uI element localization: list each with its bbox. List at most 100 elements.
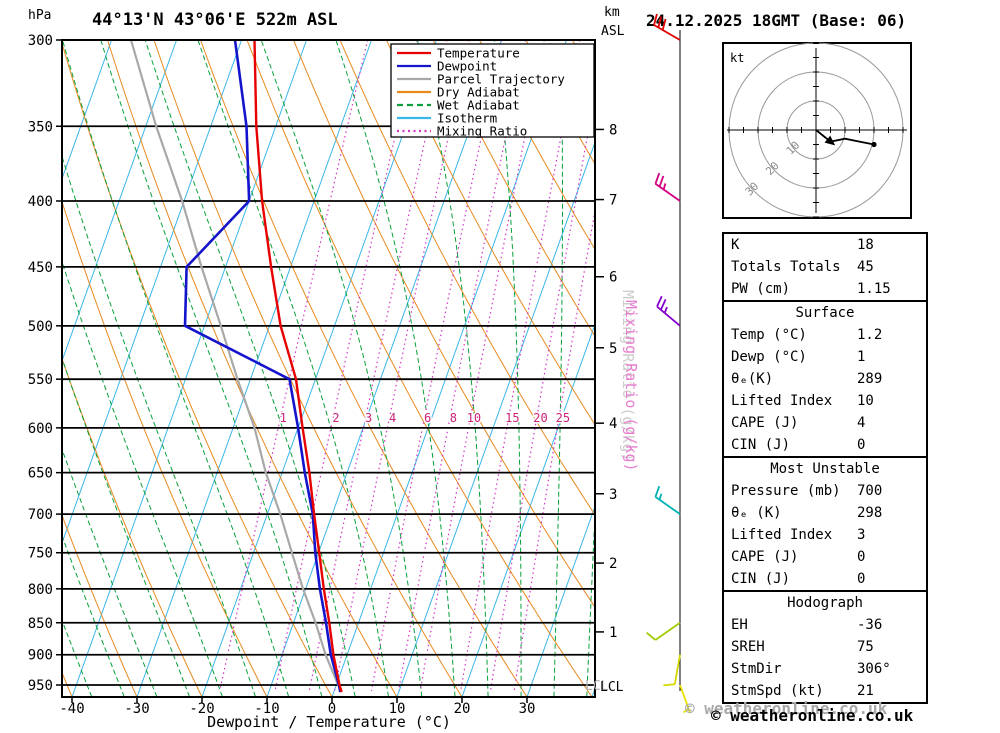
hodograph-trace [815,129,875,146]
stat-value: 21 [857,683,874,699]
legend-label: Isotherm [437,111,497,126]
dry-adiabat-line [712,40,720,697]
temperature-line [253,40,343,693]
stat-label: StmDir [731,661,782,677]
stat-value: 0 [857,549,866,565]
stat-label: Dewp (°C) [731,349,807,365]
pressure-tick-label: 700 [28,507,53,523]
dewpoint-line [183,40,342,693]
dry-adiabat-line [0,40,7,697]
stat-row: Dewp (°C) 1 [724,346,926,368]
plot-frame [61,39,596,698]
stat-row: K 18 [724,234,926,256]
temperature-tick-label: -20 [189,701,214,717]
stat-row: Totals Totals 45 [724,256,926,278]
wet-adiabat-line [260,40,423,697]
wind-barb [654,172,681,202]
dry-adiabat-line [479,40,595,251]
temperature-tick-label: -10 [254,701,279,717]
hodograph-arrowhead [824,135,836,146]
stat-row: CIN (J) 0 [724,434,926,456]
mixing-ratio-line [397,40,526,692]
stat-label: CIN (J) [731,571,791,587]
km-unit-label: km [604,5,620,20]
stat-label: CIN (J) [731,437,791,453]
skewt-chart: 1 2 3 4 6 8 10 15 20 2530035040045050055060065070… [0,13,720,717]
mixing-ratio-value-label: 6 [424,411,431,425]
stat-row: EH -36 [724,614,926,636]
wet-adiabat-line [62,154,256,697]
km-tick-label: 2 [609,556,617,572]
stats-section-indices: K 18 Totals Totals 45 PW (cm) 1.15 [722,232,928,302]
mixing-ratio-value-label: 4 [389,411,396,425]
legend-label: Parcel Trajectory [437,72,565,87]
legend-label: Temperature [437,46,520,61]
stat-value: 3 [857,527,866,543]
dry-adiabat-line [665,40,720,697]
stat-label: Pressure (mb) [731,483,841,499]
temperature-tick-label: -40 [59,701,84,717]
mixing-ratio-line [370,40,503,692]
mixing-ratio-value-label: 2 [332,411,339,425]
km-tick-label: 3 [609,487,617,503]
pressure-tick-label: 600 [28,421,53,437]
km-tick-label: 7 [609,193,617,209]
legend-label: Dewpoint [437,59,497,74]
km-tick-label: 6 [609,270,617,286]
isotherm-line [396,140,595,697]
mixing-ratio-axis-label: Mixing Ratio (g/kg) [622,300,640,472]
wet-adiabat-line [144,40,356,697]
wind-barb [654,485,681,515]
pressure-tick-label: 950 [28,678,53,694]
wet-adiabat-line [0,40,59,697]
stat-value: 45 [857,259,874,275]
stat-row: StmSpd (kt) 21 [724,680,926,702]
isotherm-line [136,40,373,697]
pressure-tick-label: 400 [28,194,53,210]
stat-label: CAPE (J) [731,549,799,565]
pressure-tick-label: 900 [28,648,53,664]
stat-row: Lifted Index 3 [724,524,926,546]
stat-value: 1.2 [857,327,883,343]
dry-adiabat-line [432,40,595,338]
stats-section-title: Surface [795,305,855,321]
stat-value: 0 [857,437,866,453]
stats-section-most-unstable: Most Unstable Pressure (mb) 700 θₑ (K) 298 Li… [722,456,928,592]
legend-label: Mixing Ratio [437,124,527,139]
stat-value: 75 [857,639,874,655]
pressure-tick-label: 500 [28,319,53,335]
stat-value: 4 [857,415,866,431]
mixing-ratio-value-label: 1 [280,411,287,425]
stat-row: CAPE (J) 0 [724,546,926,568]
km-tick-label: 4 [609,416,617,432]
stat-value: 298 [857,505,883,521]
stat-label: SREH [731,639,765,655]
asl-unit-label: ASL [601,24,625,39]
temperature-tick-label: -30 [124,701,149,717]
dry-adiabat-line [386,40,595,426]
stats-section-title: Hodograph [787,595,863,611]
mixing-ratio-value-label: 10 [467,411,481,425]
stat-row: CIN (J) 0 [724,568,926,590]
stat-row: Temp (°C) 1.2 [724,324,926,346]
hodograph-trace-endpoint [871,141,877,148]
sounding-profiles [129,40,343,693]
temperature-tick-label: 0 [328,701,336,717]
stat-row: CAPE (J) 4 [724,412,926,434]
stat-row: StmDir 306° [724,658,926,680]
stat-label: EH [731,617,748,633]
stat-row: Lifted Index 10 [724,390,926,412]
stat-row: Pressure (mb) 700 [724,480,926,502]
isotherm-line [62,40,243,545]
wet-adiabat-line [335,40,456,697]
temperature-tick-label: 30 [519,701,536,717]
stat-label: Lifted Index [731,527,833,543]
legend-label: Wet Adiabat [437,98,520,113]
wind-barb [663,654,681,687]
stat-label: K [731,237,740,253]
stat-label: Temp (°C) [731,327,807,343]
isotherm-line [331,40,568,697]
wet-adiabat-line [416,40,489,697]
pressure-tick-label: 650 [28,466,53,482]
